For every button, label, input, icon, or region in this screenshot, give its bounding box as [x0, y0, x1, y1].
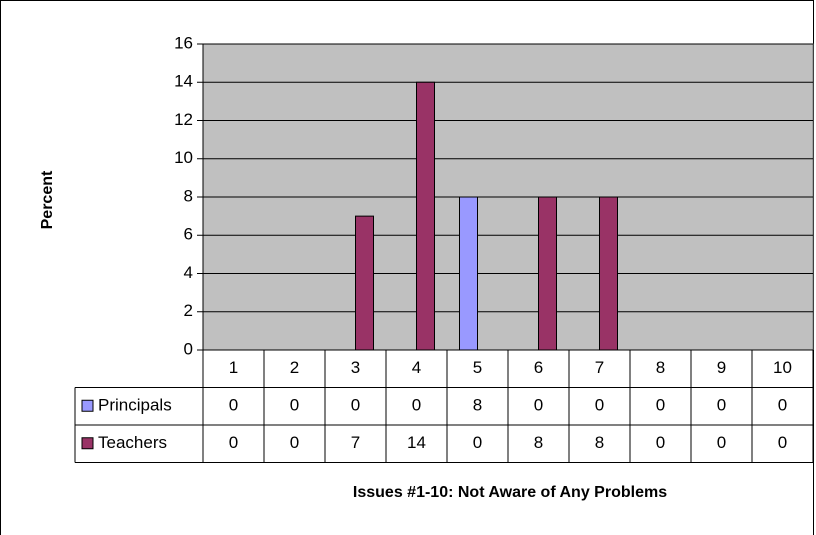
legend-label: Principals [98, 396, 172, 415]
x-tick-label: 3 [351, 358, 360, 377]
bar [599, 196, 618, 351]
table-value: 0 [778, 433, 787, 452]
bar [416, 81, 435, 351]
x-tick-label: 6 [534, 358, 543, 377]
table-value: 0 [473, 433, 482, 452]
table-value: 0 [717, 396, 726, 415]
legend-key [81, 437, 94, 450]
legend-label: Teachers [98, 433, 167, 452]
table-value: 14 [407, 433, 426, 452]
y-tick-label: 16 [174, 33, 193, 52]
x-tick-label: 1 [229, 358, 238, 377]
table-value: 0 [656, 396, 665, 415]
y-tick-label: 2 [184, 301, 193, 320]
table-value: 0 [351, 396, 360, 415]
y-tick-label: 12 [174, 110, 193, 129]
table-value: 0 [595, 396, 604, 415]
table-value: 0 [534, 396, 543, 415]
table-value: 0 [717, 433, 726, 452]
table-value: 8 [534, 433, 543, 452]
table-value: 0 [656, 433, 665, 452]
bar [538, 196, 557, 351]
x-axis-title: Issues #1-10: Not Aware of Any Problems [353, 484, 667, 501]
bar [355, 215, 374, 351]
x-tick-label: 10 [773, 358, 792, 377]
table-value: 8 [595, 433, 604, 452]
x-tick-label: 5 [473, 358, 482, 377]
y-tick-label: 0 [184, 339, 193, 358]
y-tick-label: 10 [174, 148, 193, 167]
y-tick-label: 8 [184, 186, 193, 205]
x-tick-label: 8 [656, 358, 665, 377]
table-value: 0 [229, 396, 238, 415]
x-tick-label: 4 [412, 358, 421, 377]
table-value: 0 [412, 396, 421, 415]
x-tick-label: 9 [717, 358, 726, 377]
table-value: 8 [473, 396, 482, 415]
y-tick-label: 4 [184, 263, 193, 282]
y-tick-label: 6 [184, 225, 193, 244]
bar [459, 196, 478, 351]
y-axis-title: Percent [39, 170, 56, 229]
table-value: 0 [229, 433, 238, 452]
table-value: 0 [290, 433, 299, 452]
table-value: 0 [290, 396, 299, 415]
table-value: 7 [351, 433, 360, 452]
x-tick-label: 7 [595, 358, 604, 377]
y-tick-label: 14 [174, 72, 193, 91]
x-tick-label: 2 [290, 358, 299, 377]
table-value: 0 [778, 396, 787, 415]
legend-key [81, 399, 94, 412]
